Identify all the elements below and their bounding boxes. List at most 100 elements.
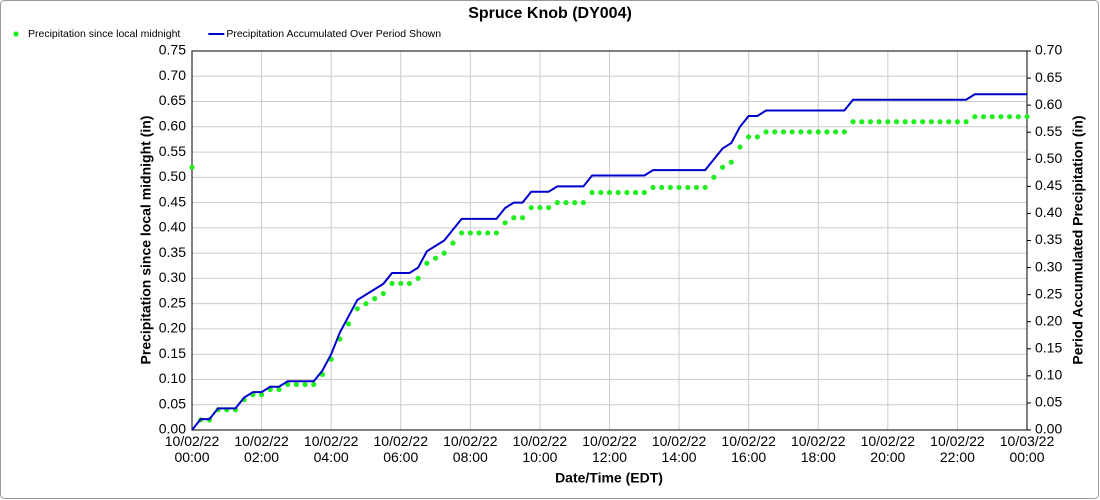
data-point bbox=[311, 381, 317, 388]
data-point bbox=[406, 280, 413, 287]
data-point bbox=[998, 114, 1004, 120]
data-point bbox=[554, 200, 560, 206]
data-point bbox=[867, 119, 874, 125]
data-point bbox=[580, 200, 587, 206]
x-axis-label: Date/Time (EDT) bbox=[555, 470, 663, 486]
data-point bbox=[302, 381, 308, 388]
y2-tick-label: 0.60 bbox=[1035, 96, 1062, 112]
data-point bbox=[789, 129, 795, 135]
data-point bbox=[920, 119, 926, 125]
data-point bbox=[815, 129, 821, 135]
data-point bbox=[441, 250, 447, 256]
data-point bbox=[946, 119, 952, 125]
data-point bbox=[1007, 114, 1013, 120]
legend-marker bbox=[13, 31, 19, 37]
data-point bbox=[928, 119, 934, 125]
data-point bbox=[467, 230, 473, 236]
y2-tick-label: 0.65 bbox=[1035, 69, 1062, 85]
x-tick-label: 10/02/22 04:00 bbox=[304, 433, 359, 465]
x-tick-label: 10/02/22 02:00 bbox=[234, 433, 289, 465]
data-point bbox=[676, 184, 682, 191]
data-point bbox=[972, 114, 978, 120]
y-tick-label: 0.10 bbox=[159, 370, 186, 386]
data-point bbox=[772, 129, 778, 135]
x-tick-label: 10/02/22 10:00 bbox=[513, 433, 568, 465]
y2-tick-label: 0.55 bbox=[1035, 123, 1062, 139]
x-tick-label: 10/02/22 22:00 bbox=[930, 433, 985, 465]
legend-label: Precipitation Accumulated Over Period Sh… bbox=[226, 28, 441, 40]
y-axis-label: Precipitation since local midnight (in) bbox=[138, 116, 154, 365]
data-point bbox=[876, 119, 882, 125]
data-point bbox=[528, 205, 534, 211]
x-tick-label: 10/02/22 20:00 bbox=[861, 433, 916, 465]
data-point bbox=[824, 129, 830, 135]
y-tick-label: 0.20 bbox=[159, 320, 186, 336]
data-point bbox=[841, 129, 847, 135]
data-point bbox=[606, 189, 613, 196]
y-tick-label: 0.45 bbox=[159, 193, 186, 209]
y2-tick-label: 0.10 bbox=[1035, 367, 1062, 383]
x-tick-label: 10/02/22 14:00 bbox=[652, 433, 707, 465]
x-tick-label: 10/02/22 00:00 bbox=[165, 433, 220, 465]
data-point bbox=[702, 184, 708, 191]
data-point bbox=[667, 184, 673, 191]
data-point bbox=[719, 164, 726, 170]
y-tick-label: 0.50 bbox=[159, 168, 186, 184]
y2-tick-label: 0.20 bbox=[1035, 312, 1062, 328]
data-point bbox=[963, 119, 969, 125]
x-tick-label: 10/02/22 12:00 bbox=[582, 433, 637, 465]
y2-tick-label: 0.05 bbox=[1035, 394, 1062, 410]
data-point bbox=[624, 189, 630, 196]
data-point bbox=[693, 184, 700, 191]
data-point bbox=[424, 260, 430, 266]
y2-axis-label: Period Accumulated Precipitation (in) bbox=[1070, 115, 1086, 364]
data-point bbox=[354, 306, 360, 312]
y-tick-label: 0.70 bbox=[159, 67, 186, 83]
y2-tick-label: 0.15 bbox=[1035, 339, 1062, 355]
data-point bbox=[459, 230, 465, 236]
data-point bbox=[659, 184, 665, 191]
x-tick-label: 10/02/22 06:00 bbox=[374, 433, 429, 465]
data-point bbox=[754, 134, 760, 140]
y-tick-label: 0.60 bbox=[159, 118, 186, 134]
data-point bbox=[563, 200, 569, 206]
data-point bbox=[432, 255, 439, 261]
data-point bbox=[598, 189, 604, 196]
y2-tick-label: 0.45 bbox=[1035, 177, 1062, 193]
y-tick-label: 0.65 bbox=[159, 92, 186, 108]
data-point bbox=[632, 189, 639, 196]
data-point bbox=[372, 296, 378, 302]
data-line bbox=[191, 93, 1027, 431]
y2-tick-label: 0.40 bbox=[1035, 204, 1062, 220]
chart-title: Spruce Knob (DY004) bbox=[468, 5, 632, 22]
plot-area bbox=[191, 50, 1028, 431]
data-point bbox=[954, 119, 961, 125]
data-point bbox=[363, 301, 369, 307]
data-point bbox=[345, 321, 352, 327]
data-point bbox=[476, 230, 482, 236]
legend-label: Precipitation since local midnight bbox=[28, 28, 180, 40]
y2-tick-label: 0.70 bbox=[1035, 42, 1062, 58]
x-tick-label: 10/03/22 00:00 bbox=[1000, 433, 1055, 465]
data-point bbox=[833, 129, 839, 135]
data-point bbox=[911, 119, 917, 125]
data-point bbox=[450, 240, 456, 246]
data-point bbox=[398, 280, 404, 287]
data-point bbox=[258, 392, 265, 398]
y-tick-label: 0.05 bbox=[159, 395, 186, 411]
data-point bbox=[537, 205, 543, 211]
y2-tick-label: 0.50 bbox=[1035, 150, 1062, 166]
data-point bbox=[806, 129, 813, 135]
data-point bbox=[389, 280, 395, 287]
data-point bbox=[511, 215, 517, 221]
y-tick-label: 0.30 bbox=[159, 269, 186, 285]
y-tick-label: 0.00 bbox=[159, 421, 186, 437]
data-point bbox=[893, 119, 900, 125]
data-point bbox=[1015, 114, 1021, 120]
data-point bbox=[980, 114, 987, 120]
data-point bbox=[728, 159, 734, 165]
data-point bbox=[937, 119, 943, 125]
data-point bbox=[780, 129, 787, 135]
